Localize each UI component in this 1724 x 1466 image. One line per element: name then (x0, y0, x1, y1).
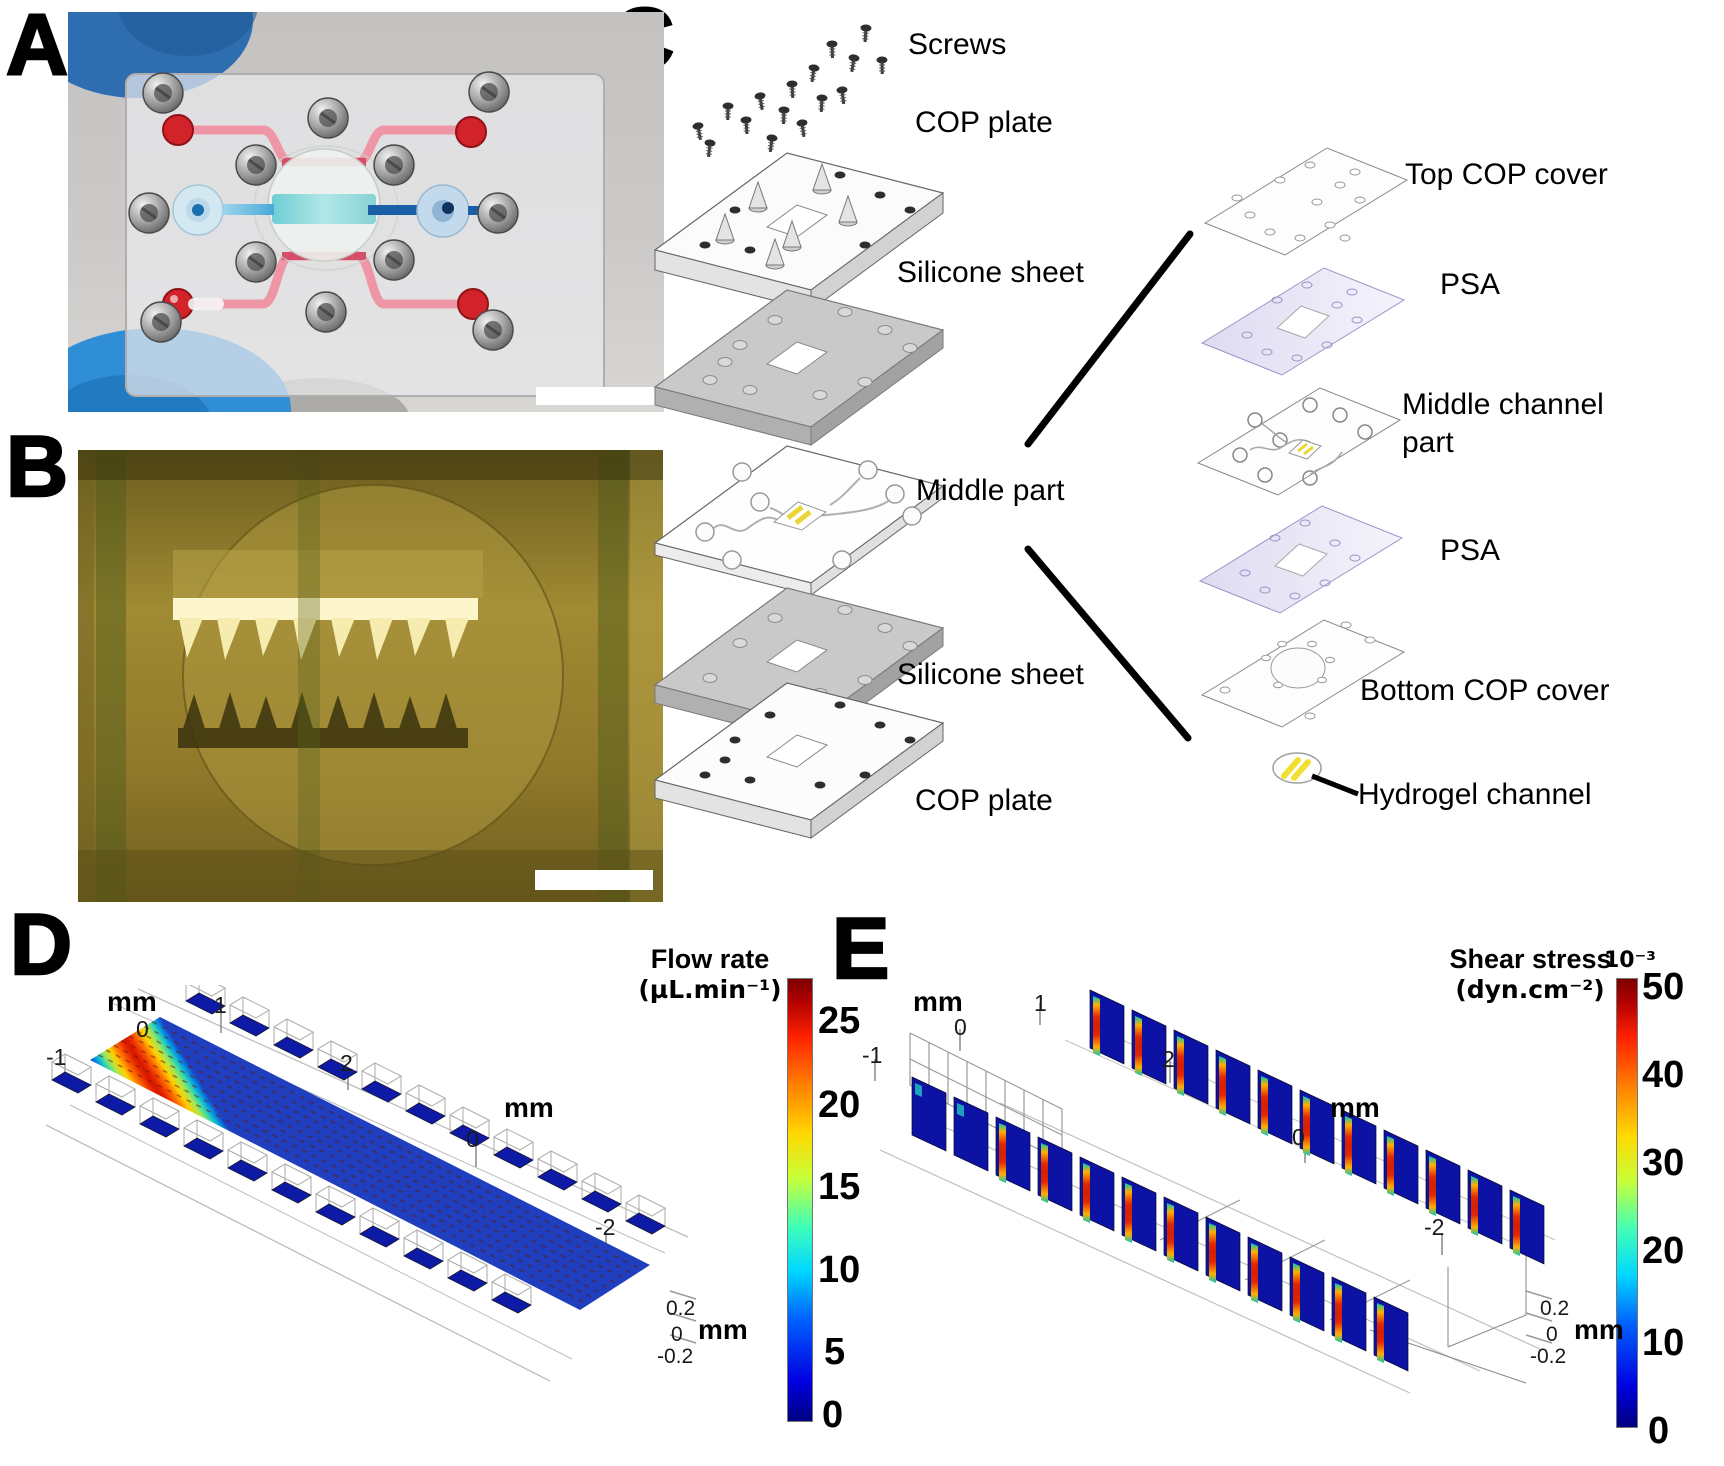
d-z-tick: 0 (671, 1323, 683, 1346)
d-title-units: (µL.min⁻¹) (638, 975, 782, 1004)
alignment-cones (715, 162, 858, 270)
label-psa-top: PSA (1440, 268, 1501, 301)
d-cb-tick-10: 10 (818, 1249, 861, 1291)
channel-flow-surface (90, 1017, 650, 1310)
e-z-tick: 0 (1546, 1323, 1558, 1346)
e-colorbar (1616, 978, 1638, 1428)
d-colorbar (787, 978, 813, 1422)
e-x-tick: 1 (1034, 990, 1047, 1016)
d-y-axis-label: mm (504, 1092, 554, 1123)
label-cop-plate-bottom: COP plate (915, 784, 1053, 817)
d-x-tick: 0 (136, 1016, 149, 1042)
chamber-wall-fins (911, 989, 1545, 1372)
d-cb-tick-0: 0 (822, 1394, 844, 1436)
panel-d-letter: D (9, 897, 74, 993)
e-y-axis-label: mm (1330, 1092, 1380, 1123)
d-title: Flow rate (650, 944, 770, 974)
label-cop-plate-top: COP plate (915, 106, 1053, 139)
d-x-tick: 2 (340, 1050, 353, 1076)
label-bottom-cop-cover: Bottom COP cover (1360, 674, 1610, 707)
e-x-tick: 0 (954, 1014, 967, 1040)
e-cb-tick-40: 40 (1642, 1054, 1685, 1096)
d-cb-tick-15: 15 (818, 1166, 861, 1208)
silicone-sheet-top-drawing (653, 289, 945, 446)
vertical-texture-stripes (78, 450, 663, 902)
d-y-tick: 0 (466, 1126, 479, 1152)
e-cb-tick-0: 0 (1648, 1410, 1670, 1452)
d-z-tick: 0.2 (666, 1297, 696, 1320)
panel-e-plot (874, 989, 1556, 1394)
e-cb-tick-30: 30 (1642, 1142, 1685, 1184)
dark-teeth-row (178, 692, 468, 748)
e-z-tick: -0.2 (1530, 1345, 1567, 1368)
d-cb-tick-20: 20 (818, 1084, 861, 1126)
chamber-circle-outline (182, 484, 564, 866)
panel-e-letter: E (831, 901, 891, 997)
hydrogel-cyan-band (272, 194, 376, 224)
label-silicone-top: Silicone sheet (897, 256, 1084, 289)
cop-plate-bottom-drawing (653, 682, 945, 839)
e-colorbar-multiplier: 10⁻³ (1604, 948, 1656, 973)
d-cb-tick-25: 25 (818, 1000, 861, 1042)
e-cb-tick-20: 20 (1642, 1230, 1685, 1272)
e-z-axis-label: mm (1574, 1314, 1624, 1345)
psa-bottom-drawing (1198, 505, 1404, 614)
d-x-tick: -1 (46, 1044, 67, 1070)
label-middle-channel-line2: part (1402, 426, 1454, 459)
label-hydrogel-channel: Hydrogel channel (1358, 778, 1592, 811)
hydrogel-channel-drawing (1272, 752, 1359, 797)
label-middle-part: Middle part (916, 474, 1065, 507)
screws-cluster (692, 24, 888, 158)
e-x-axis-label: mm (913, 986, 963, 1017)
e-y-tick: 0 (1292, 1124, 1305, 1150)
side-chambers (50, 985, 667, 1314)
label-silicone-bottom: Silicone sheet (897, 658, 1084, 691)
psa-top-drawing (1200, 267, 1406, 376)
bottom-cop-cover-drawing (1200, 619, 1406, 728)
e-cb-tick-50: 50 (1642, 966, 1685, 1008)
e-z-tick: 0.2 (1540, 1297, 1570, 1320)
panel-a-letter: A (5, 0, 70, 93)
e-x-tick: 2 (1162, 1046, 1175, 1072)
label-top-cop-cover: Top COP cover (1405, 158, 1608, 191)
scale-bar-b (535, 870, 653, 890)
e-title: Shear stress (1449, 944, 1612, 974)
hydrogel-window (772, 501, 828, 531)
panel-c-diagram (653, 24, 1409, 839)
d-x-tick: 1 (214, 992, 227, 1018)
d-x-axis-label: mm (107, 986, 157, 1017)
middle-part-drawing (653, 445, 945, 596)
panel-b-letter: B (5, 419, 70, 515)
d-z-tick: -0.2 (657, 1345, 694, 1368)
e-cb-tick-10: 10 (1642, 1322, 1685, 1364)
d-y-tick: -2 (595, 1214, 616, 1240)
middle-channel-part-drawing (1196, 387, 1402, 496)
flow-arrows (98, 1021, 643, 1306)
e-y-tick: -2 (1424, 1214, 1445, 1240)
cop-plate-top-drawing (653, 152, 945, 311)
upper-channel-zone (173, 550, 483, 598)
expansion-lines (1024, 230, 1194, 742)
panel-d-plot (45, 985, 697, 1382)
bubble-trap (188, 298, 224, 310)
chip-screws (128, 71, 519, 351)
label-psa-bottom: PSA (1440, 534, 1501, 567)
scale-bar-a (536, 387, 656, 405)
e-title-units: (dyn.cm⁻²) (1455, 975, 1605, 1004)
hydrogel-pointer-line (1311, 773, 1359, 797)
label-screws: Screws (908, 28, 1007, 61)
top-cop-cover-drawing (1203, 147, 1409, 256)
d-z-axis-label: mm (698, 1314, 748, 1345)
d-cb-tick-5: 5 (824, 1331, 846, 1373)
e-x-tick: -1 (862, 1042, 883, 1068)
panel-a-photo (68, 12, 664, 412)
bright-teeth-row (173, 598, 478, 660)
label-middle-channel-line1: Middle channel (1402, 388, 1604, 421)
panel-b-micrograph (78, 450, 663, 902)
